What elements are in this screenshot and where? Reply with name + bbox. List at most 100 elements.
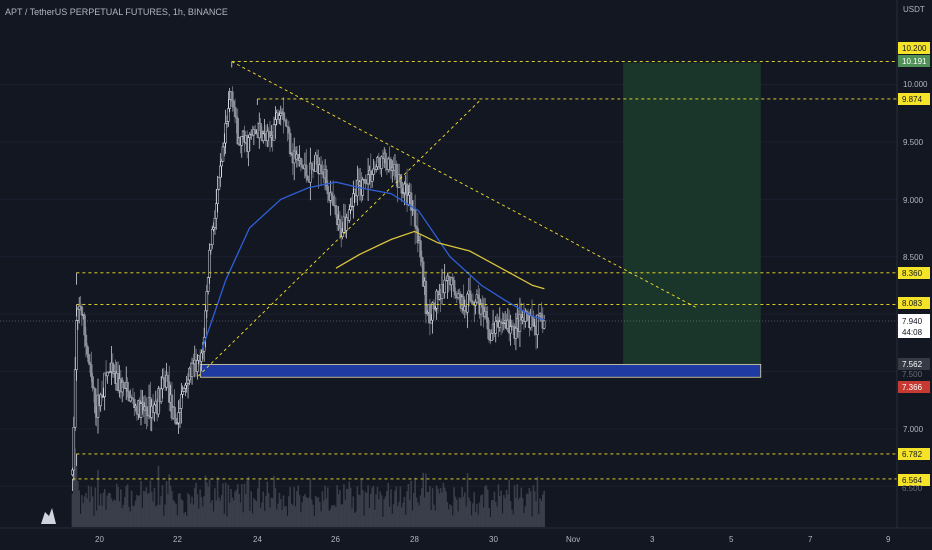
candle-body [364,179,367,184]
volume-bar [78,490,80,527]
volume-bar [388,506,391,527]
tag-target-bg [898,55,930,67]
volume-bar [308,497,310,527]
candle-body [233,106,237,117]
candle-body [338,219,342,229]
volume-bar [288,496,290,527]
tag-level: 6.564 [902,476,923,485]
volume-bar [539,498,541,527]
candle-body [387,158,390,170]
volume-bar [423,497,426,527]
volume-bar [204,475,207,527]
volume-bar [105,509,107,527]
volume-bar [275,509,278,527]
candle-body [471,301,475,304]
price-axis[interactable] [897,0,932,528]
volume-bar [400,507,403,527]
candle-body [428,304,432,324]
volume-bar [476,503,478,527]
volume-bar [231,497,234,527]
tag-level-bg [898,448,930,460]
volume-bar [273,475,275,527]
volume-bar [140,480,142,527]
price-tick: 8.500 [903,253,924,262]
candle-body [126,382,129,392]
volume-bar [392,504,395,527]
candle-body [190,363,194,377]
time-axis[interactable] [0,528,897,550]
candle-body [299,157,303,165]
volume-bar [356,486,359,527]
volume-bar [480,495,482,527]
candle-body [485,311,488,318]
candle-body [334,205,338,215]
volume-bar [390,489,392,527]
moving-average-line [201,181,545,349]
volume-bar [532,485,535,527]
volume-bar [341,504,344,527]
volume-bar [349,487,352,527]
volume-bar [179,493,181,527]
volume-bar [223,513,226,527]
volume-bar [457,511,459,527]
tag-level-bg [898,93,930,105]
volume-bar [258,480,261,527]
volume-bar [434,510,437,527]
volume-bar [422,472,424,527]
volume-bar [164,504,166,527]
volume-bar [312,504,314,527]
volume-bar [511,509,513,527]
volume-bar [236,484,239,527]
volume-bar [253,498,255,527]
price-tick: 9.500 [903,138,924,147]
candle-body [75,320,78,371]
candle-body [196,360,199,372]
volume-bar [528,487,531,527]
candle-body [345,217,348,231]
volume-bar [523,512,525,527]
volume-bar [250,491,252,527]
volume-bar [359,495,361,527]
candle-body [182,388,186,392]
volume-bar [372,485,375,527]
volume-bar [128,506,130,527]
volume-bar [142,490,145,527]
volume-bar [509,500,512,527]
volume-bar [394,490,396,527]
moving-averages [201,181,545,349]
candle-body [71,469,74,476]
volume-bar [339,490,341,527]
volume-bar [156,504,158,527]
volume-bar [348,481,351,527]
volume-bar [485,485,488,527]
volume-bar [160,496,162,527]
candle-body [153,404,156,413]
volume-bar [74,448,76,527]
volume-bar [402,502,404,527]
chart-zones [199,62,762,378]
tag-level: 8.083 [902,299,923,308]
volume-bar [353,512,356,527]
candle-body [536,314,539,336]
candle-body [494,321,498,334]
volume-bar [466,473,469,527]
volume-bar [282,495,285,527]
volume-bar [215,500,218,527]
volume-bar [504,498,506,527]
trend-line [198,98,482,377]
volume-bar [251,513,254,527]
volume-bar [524,506,527,527]
tag-stop: 7.366 [902,383,923,392]
candle-body [221,146,225,162]
volume-bar [97,470,99,527]
volume-bar [220,495,223,527]
volume-bar [183,513,185,527]
volume-bar [301,502,304,527]
volume-bar [465,506,467,527]
candle-body [208,249,211,278]
volume-bar [435,485,438,527]
tradingview-logo-icon[interactable] [41,508,56,524]
volume-bar [355,511,357,527]
tag-level: 8.360 [902,269,923,278]
